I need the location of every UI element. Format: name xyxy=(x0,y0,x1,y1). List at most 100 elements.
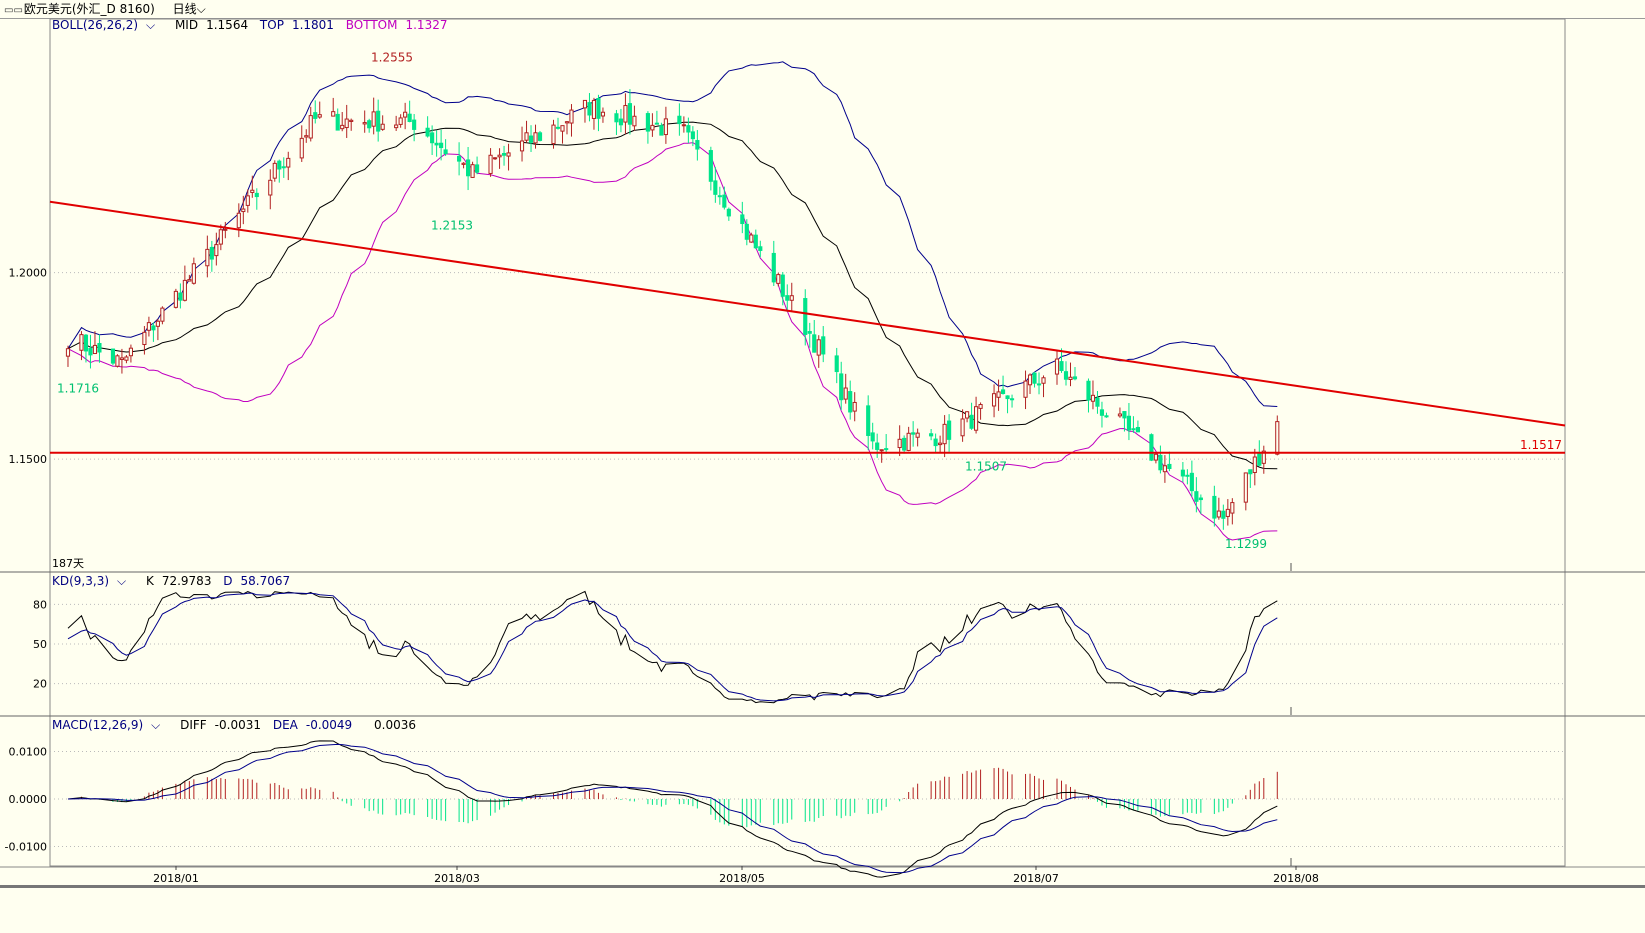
candle-body xyxy=(965,411,970,419)
candle-body xyxy=(1162,465,1167,473)
candle-body xyxy=(214,244,219,257)
candle-body xyxy=(1221,510,1226,519)
candle-body xyxy=(1104,415,1109,418)
candle-body xyxy=(582,99,588,109)
chevron-down-icon: ⌵ xyxy=(117,574,127,588)
candle-body xyxy=(524,132,529,141)
candle-body xyxy=(344,118,349,129)
kd-k-value: 72.9783 xyxy=(161,574,212,588)
candle-body xyxy=(236,212,241,229)
candle-body xyxy=(1027,374,1033,386)
candle-body xyxy=(537,132,543,141)
candle-body xyxy=(79,334,84,351)
candle-body xyxy=(173,290,178,308)
macd-indicator-selector[interactable]: MACD(12,26,9) ⌵ xyxy=(52,718,168,732)
chevron-down-icon: ⌵ xyxy=(196,2,206,16)
price-annotation: 1.1299 xyxy=(1225,537,1267,551)
chevron-down-icon: ⌵ xyxy=(151,718,161,732)
candle-body xyxy=(83,334,89,352)
candle-body xyxy=(533,132,538,144)
candle-body xyxy=(618,118,624,126)
kd-indicator-selector[interactable]: KD(9,3,3) ⌵ xyxy=(52,574,134,588)
macd-name: MACD(12,26,9) xyxy=(52,718,144,732)
boll-bottom-label: BOTTOM xyxy=(345,18,398,32)
candle-body xyxy=(942,423,947,445)
candle-body xyxy=(690,131,695,140)
candle-body xyxy=(497,154,502,158)
candle-body xyxy=(947,420,952,440)
price-annotation: 1.1716 xyxy=(57,382,99,396)
candle-body xyxy=(726,208,731,217)
chart-toggle-icon[interactable]: ▭▭ xyxy=(4,5,23,16)
candle-body xyxy=(870,432,875,442)
candle-body xyxy=(803,298,808,335)
candle-body xyxy=(569,109,574,124)
candle-body xyxy=(506,152,511,157)
candle-body xyxy=(425,127,430,137)
macd-diff-label: DIFF xyxy=(180,718,207,732)
boll-bottom-value: 1.1327 xyxy=(405,18,448,32)
candle-body xyxy=(650,124,655,131)
period-label: 日线 xyxy=(172,2,197,16)
candle-body xyxy=(1117,413,1123,417)
boll-top-label: TOP xyxy=(259,18,284,32)
candle-body xyxy=(978,404,983,409)
macd-y-tick-label: 0.0100 xyxy=(9,746,48,759)
candle-body xyxy=(155,320,160,327)
candle-body xyxy=(1032,372,1037,384)
price-annotation: 1.1507 xyxy=(965,459,1007,473)
candle-body xyxy=(1054,358,1060,375)
candle-body xyxy=(286,157,291,168)
candle-body xyxy=(492,157,498,160)
price-annotation: 1.2153 xyxy=(431,219,473,233)
candle-body xyxy=(879,449,884,452)
candle-body xyxy=(65,348,71,357)
candle-body xyxy=(1131,428,1136,431)
candle-body xyxy=(848,391,853,413)
candle-body xyxy=(663,118,668,136)
boll-indicator-selector[interactable]: BOLL(26,26,2) ⌵ xyxy=(52,18,163,32)
candle-body xyxy=(1000,389,1006,394)
candle-body xyxy=(722,194,727,208)
candle-body xyxy=(753,234,758,249)
bottom-scrollbar xyxy=(0,885,1645,888)
candle-body xyxy=(501,152,507,156)
candle-body xyxy=(281,166,286,169)
candle-body xyxy=(632,115,637,127)
candle-body xyxy=(614,113,619,123)
candle-body xyxy=(812,334,817,353)
candle-body xyxy=(911,432,916,435)
candle-body xyxy=(564,121,570,124)
macd-y-tick-label: 0.0000 xyxy=(9,793,48,806)
macd-diff-line xyxy=(67,740,1278,878)
candle-body xyxy=(681,124,686,127)
candle-body xyxy=(789,295,794,301)
candle-body xyxy=(1122,411,1127,419)
candle-body xyxy=(308,115,313,139)
candle-body xyxy=(1252,456,1257,474)
candle-body xyxy=(317,114,322,118)
candle-body xyxy=(250,189,255,193)
boll-top-value: 1.1801 xyxy=(291,18,334,32)
candle-body xyxy=(367,120,372,129)
boll-upper-band xyxy=(67,61,1278,407)
candle-body xyxy=(884,448,889,451)
candle-body xyxy=(1189,472,1194,492)
candle-body xyxy=(933,438,938,447)
candle-body xyxy=(313,112,318,119)
candle-body xyxy=(1167,463,1172,470)
candle-body xyxy=(349,119,354,122)
candle-body xyxy=(304,135,309,138)
candle-body xyxy=(551,124,556,145)
candle-body xyxy=(771,252,776,283)
candle-body xyxy=(1086,380,1091,401)
candle-body xyxy=(380,123,385,130)
candle-body xyxy=(902,437,907,451)
boll-mid-value: 1.1564 xyxy=(206,18,249,32)
candle-body xyxy=(119,357,125,360)
candle-body xyxy=(596,98,601,119)
candle-body xyxy=(695,140,700,150)
period-selector[interactable]: 日线⌵ xyxy=(173,2,206,16)
candle-body xyxy=(560,125,565,132)
